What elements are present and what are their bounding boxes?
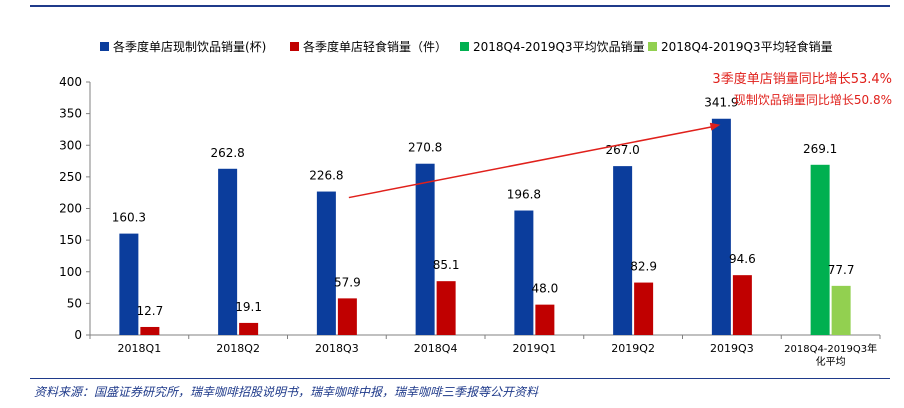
data-label: 262.8 [210,146,244,160]
bar-2019Q1-series-2 [535,304,555,335]
bar-2018Q4-series-2 [436,281,456,335]
data-label: 341.9 [704,96,738,110]
bar-2018Q4-series-1 [415,163,435,335]
legend-label-3: 2018Q4-2019Q3平均饮品销量 [473,40,645,54]
growth-arrow-head [709,122,721,131]
bar-2018Q2-series-1 [218,168,238,335]
legend-swatch-4 [648,42,657,51]
data-label: 82.9 [630,260,657,274]
bar-2019Q3-series-2 [732,275,752,335]
top-rule [30,5,890,7]
bars-group [119,118,851,335]
legend-swatch-1 [100,42,109,51]
y-tick-label: 50 [67,296,82,310]
annotation-drink-growth: 现制饮品销量同比增长50.8% [733,93,892,107]
bar-2018Q4-2019Q3年化平均-series-4 [831,285,851,335]
data-label: 77.7 [828,263,855,277]
bar-2018Q4-2019Q3年化平均-series-3 [810,164,830,335]
y-axis: 0 50 100 150 200 250 300 350 400 [59,75,91,342]
data-label: 196.8 [507,188,541,202]
bar-2018Q3-series-2 [337,298,357,335]
data-label: 85.1 [433,258,460,272]
growth-arrow-layer [348,122,721,199]
data-label: 226.8 [309,169,343,183]
y-tick-label: 100 [59,265,82,279]
x-tick-label: 2019Q3 [710,342,754,355]
data-label: 270.8 [408,141,442,155]
legend-swatch-3 [460,42,469,51]
x-tick-label: 2018Q3 [315,342,359,355]
data-label: 94.6 [729,252,756,266]
x-tick-label: 化平均 [816,355,846,368]
y-tick-label: 350 [59,107,82,121]
growth-arrow-line [348,126,713,199]
data-label: 267.0 [605,143,639,157]
bar-chart: 各季度单店现制饮品销量(杯) 各季度单店轻食销量（件） 2018Q4-2019Q3平… [59,39,881,368]
data-label: 269.1 [803,142,837,156]
bar-2018Q1-series-2 [140,326,160,335]
value-labels-group: 160.3 12.7 262.8 19.1 226.8 57.9 270.8 85.1 196.… [112,96,855,318]
bar-2018Q1-series-1 [119,233,139,335]
y-tick-label: 200 [59,202,82,216]
bar-2018Q2-series-2 [239,322,259,335]
legend-label-4: 2018Q4-2019Q3平均轻食销量 [661,39,833,54]
legend-label-1: 各季度单店现制饮品销量(杯) [113,39,266,54]
y-tick-label: 250 [59,170,82,184]
bar-2019Q2-series-2 [634,282,654,335]
x-tick-label: 2018Q4-2019Q3年 [784,342,877,355]
y-tick-label: 300 [59,138,82,152]
legend-swatch-2 [290,42,299,51]
x-axis: 2018Q1 2018Q2 2018Q3 2018Q4 2019Q1 2019Q2 2019… [89,334,881,368]
x-tick-label: 2018Q4 [414,342,458,355]
y-tick-label: 400 [59,75,82,89]
bar-2019Q3-series-1 [711,118,731,335]
legend-label-2: 各季度单店轻食销量（件） [303,39,447,54]
data-label: 48.0 [532,282,559,296]
x-tick-label: 2018Q2 [216,342,260,355]
data-label: 12.7 [137,304,164,318]
chart-legend: 各季度单店现制饮品销量(杯) 各季度单店轻食销量（件） 2018Q4-2019Q3平… [100,39,833,54]
data-label: 160.3 [112,211,146,225]
source-note: 资料来源：国盛证券研究所，瑞幸咖啡招股说明书，瑞幸咖啡中报，瑞幸咖啡三季报等公开… [34,385,539,399]
x-tick-label: 2019Q1 [513,342,557,355]
y-tick-label: 150 [59,233,82,247]
bottom-rule [30,378,890,379]
annotation-store-growth: 3季度单店销量同比增长53.4% [712,72,892,87]
bar-2019Q1-series-1 [514,210,534,335]
x-tick-label: 2018Q1 [118,342,162,355]
bar-2019Q2-series-1 [613,166,633,335]
bar-2018Q3-series-1 [316,191,336,335]
x-tick-label: 2019Q2 [611,342,655,355]
y-tick-label: 0 [74,328,82,342]
data-label: 57.9 [334,275,361,289]
data-label: 19.1 [235,300,262,314]
